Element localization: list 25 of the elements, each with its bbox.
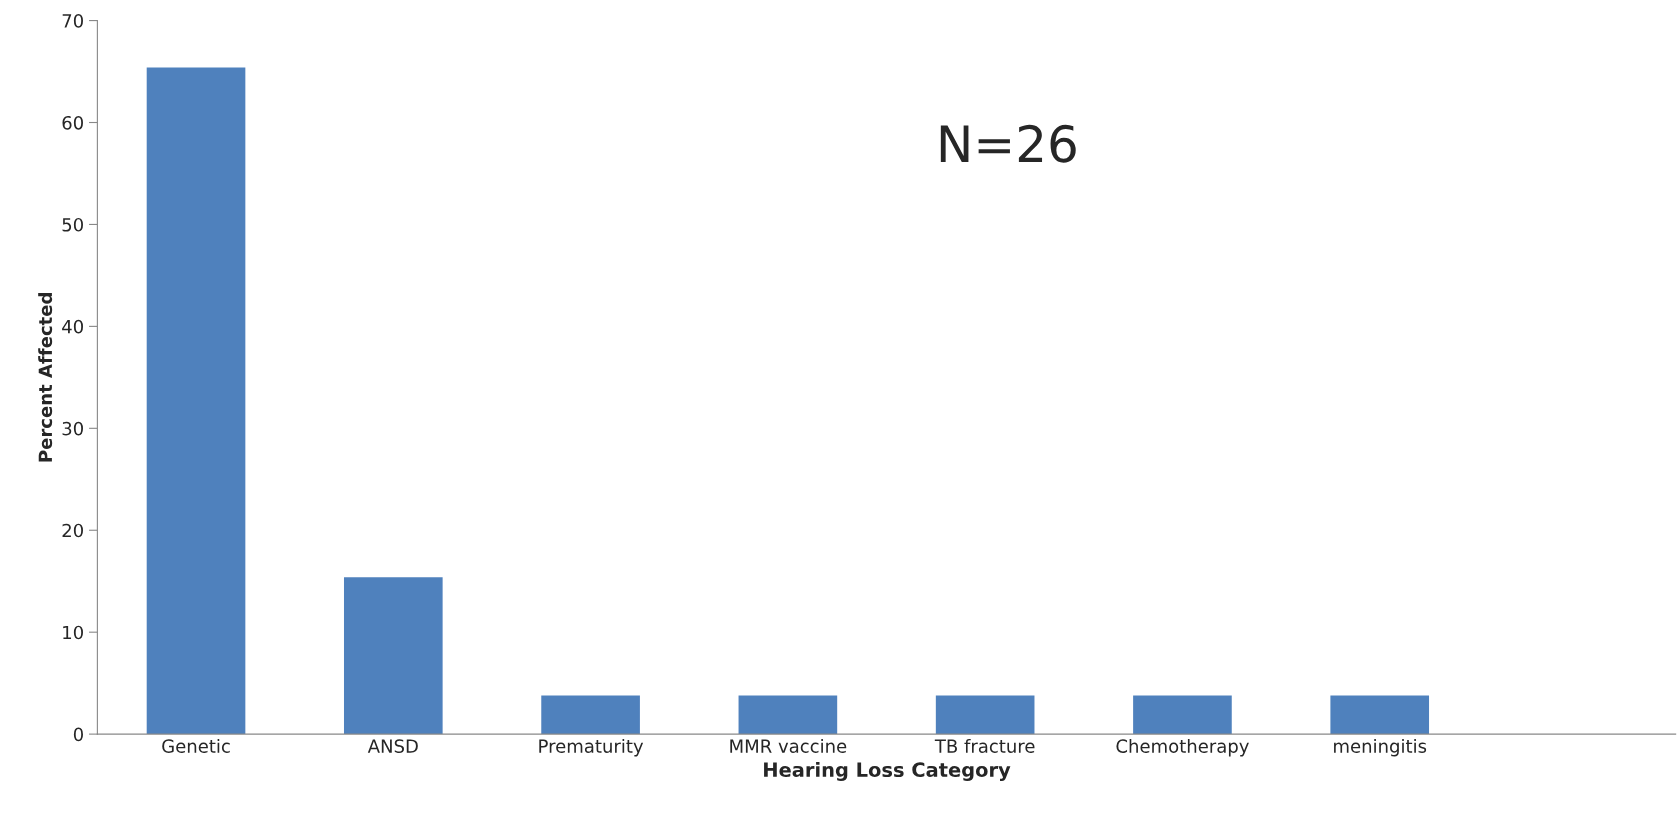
y-tick-label: 0 [73,727,83,742]
bar [1330,695,1430,735]
x-tick-label: TB fracture [934,738,1035,753]
bar [935,695,1035,735]
y-tick-label: 70 [62,14,83,28]
x-tick-label: Chemotherapy [1116,738,1249,757]
bar [1133,695,1232,735]
annotation: N=26 [940,124,1076,163]
x-tick-label: Genetic [162,738,230,753]
y-tick-label: 10 [63,625,83,640]
y-tick-label: 60 [62,115,83,130]
y-axis-title: Percent Affected [38,293,53,462]
y-tick-label: 20 [62,523,83,538]
bar [343,577,443,735]
x-tick-label: MMR vaccine [730,738,847,753]
bar [541,695,640,735]
x-tick-label: Prematurity [539,738,644,757]
y-tick-label: 50 [62,217,83,232]
y-tick-label: 40 [62,319,83,334]
x-tick-label: meningitis [1334,738,1427,757]
bar [146,67,246,735]
y-tick-label: 30 [62,421,83,436]
x-axis-title: Hearing Loss Category [764,762,1011,781]
x-tick-label: ANSD [367,739,418,753]
bar [738,695,838,735]
